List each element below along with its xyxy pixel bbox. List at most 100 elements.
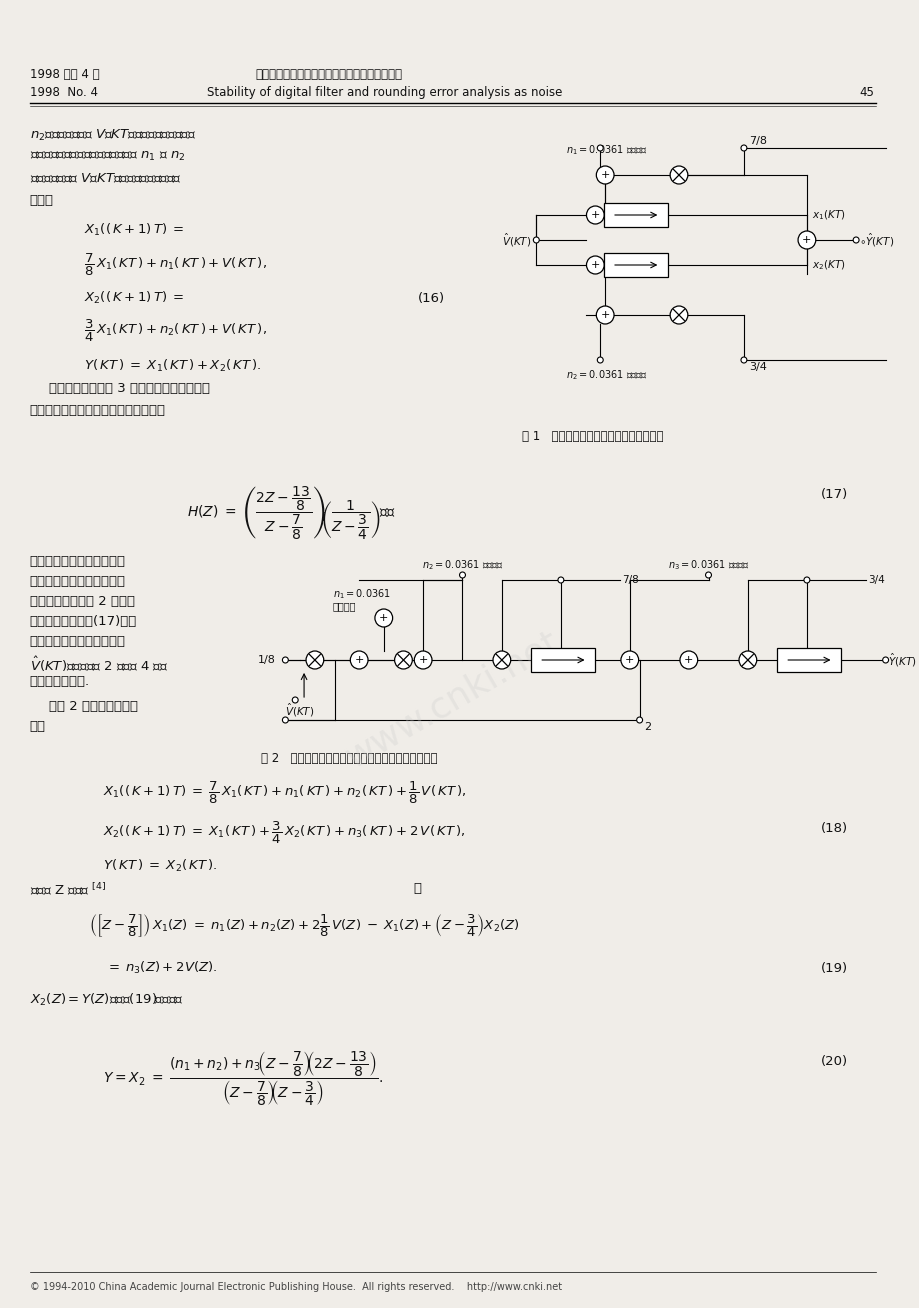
Text: $n_1 = 0.0361$ 均方根值: $n_1 = 0.0361$ 均方根值	[565, 143, 647, 157]
Text: $\dfrac{7}{8}\,X_1(\,KT\,) + n_1(\,KT\,) + V(\,KT\,),$: $\dfrac{7}{8}\,X_1(\,KT\,) + n_1(\,KT\,)…	[84, 252, 267, 279]
Text: 按图 2 可写出其差分方: 按图 2 可写出其差分方	[49, 700, 138, 713]
Text: $\dfrac{3}{4}\,X_1(\,KT\,) + n_2(\,KT\,) + V(\,KT\,),$: $\dfrac{3}{4}\,X_1(\,KT\,) + n_2(\,KT\,)…	[84, 318, 267, 344]
Text: 杜存纲等：数字滤波器的稳定性及舍入误差分析: 杜存纲等：数字滤波器的稳定性及舍入误差分析	[255, 68, 403, 81]
Text: $\hat{V}(KT)$: $\hat{V}(KT)$	[285, 702, 314, 719]
Text: $n_2 = 0.0361$ 均方根值: $n_2 = 0.0361$ 均方根值	[421, 559, 503, 572]
Circle shape	[705, 572, 710, 578]
Text: $Y(\,KT\,)\;=\;X_1(\,KT\,) + X_2(\,KT\,).$: $Y(\,KT\,)\;=\;X_1(\,KT\,) + X_2(\,KT\,)…	[84, 358, 261, 374]
Circle shape	[306, 651, 323, 668]
Text: $X_2(Z) = Y(Z)$时求解(19)式，可得: $X_2(Z) = Y(Z)$时求解(19)式，可得	[29, 991, 183, 1008]
Circle shape	[292, 697, 298, 702]
Circle shape	[738, 651, 756, 668]
Text: +: +	[600, 310, 609, 320]
Circle shape	[679, 651, 697, 668]
Text: (17): (17)	[820, 488, 847, 501]
Circle shape	[740, 357, 746, 364]
Text: 1998 年第 4 期: 1998 年第 4 期	[29, 68, 99, 81]
Text: 图 1   近似计算舍入误差影响的滤波器电路: 图 1 近似计算舍入误差影响的滤波器电路	[521, 430, 663, 443]
Circle shape	[797, 232, 815, 249]
Text: $X_2((\,K + 1)\,T)\;=$: $X_2((\,K + 1)\,T)\;=$	[84, 290, 184, 306]
Text: 假如使用系数只有 3 个小数比特的乘法器，: 假如使用系数只有 3 个小数比特的乘法器，	[49, 382, 210, 395]
Bar	[604, 203, 667, 228]
Circle shape	[881, 657, 888, 663]
Circle shape	[350, 651, 368, 668]
Circle shape	[740, 145, 746, 150]
Text: $Y(\,KT\,)\;=\;X_2(\,KT\,).$: $Y(\,KT\,)\;=\;X_2(\,KT\,).$	[103, 858, 218, 874]
Text: +: +	[600, 170, 609, 181]
Text: $n_2 = 0.0361$ 均方根值: $n_2 = 0.0361$ 均方根值	[565, 368, 647, 382]
Text: +: +	[624, 655, 634, 664]
Circle shape	[803, 577, 809, 583]
Text: +: +	[354, 655, 364, 664]
Text: (18): (18)	[821, 821, 847, 835]
Circle shape	[596, 145, 603, 150]
Text: +: +	[801, 235, 811, 245]
Text: 图 2   分别实现方程中的因数，然后级联实现所需乘积: 图 2 分别实现方程中的因数，然后级联实现所需乘积	[260, 752, 437, 765]
Text: 法器的电路结构.: 法器的电路结构.	[29, 675, 89, 688]
Text: 当脉冲传递函数为两个因数: 当脉冲传递函数为两个因数	[29, 555, 125, 568]
Bar	[777, 647, 841, 672]
Text: (19): (19)	[821, 961, 847, 974]
Text: $\hat{V}(KT)$乘法器，图 2 所示为 4 个乘: $\hat{V}(KT)$乘法器，图 2 所示为 4 个乘	[29, 655, 168, 674]
Text: $\left(\left[Z - \dfrac{7}{8}\right]\right)\,X_1(Z)\;=\;n_1(Z) + n_2(Z) + 2\dfra: $\left(\left[Z - \dfrac{7}{8}\right]\rig…	[88, 912, 518, 939]
Circle shape	[533, 237, 539, 243]
Text: $n_2$）被视作类似于 $V$（$KT$）的附加输入．这样，: $n_2$）被视作类似于 $V$（$KT$）的附加输入．这样，	[29, 128, 196, 143]
Circle shape	[557, 577, 563, 583]
Text: 的乘积时，可将其分别实现: 的乘积时，可将其分别实现	[29, 576, 125, 589]
Circle shape	[493, 651, 510, 668]
Circle shape	[620, 651, 638, 668]
Text: 1998  No. 4: 1998 No. 4	[29, 86, 97, 99]
Circle shape	[596, 306, 613, 324]
Text: 45: 45	[858, 86, 873, 99]
Circle shape	[852, 237, 858, 243]
Text: 3/4: 3/4	[867, 576, 884, 585]
Text: 关系．该系统允许有较多个: 关系．该系统允许有较多个	[29, 634, 125, 647]
Circle shape	[414, 651, 432, 668]
Text: $x_2(KT)$: $x_2(KT)$	[811, 258, 845, 272]
Text: 7/8: 7/8	[748, 136, 766, 146]
Text: © 1994-2010 China Academic Journal Electronic Publishing House.  All rights rese: © 1994-2010 China Academic Journal Elect…	[29, 1282, 561, 1292]
Text: 视作附加噪声源 $V$（$KT$）的方程即可．该差分: 视作附加噪声源 $V$（$KT$）的方程即可．该差分	[29, 171, 181, 186]
Text: 程为: 程为	[29, 719, 45, 732]
Text: +: +	[379, 613, 388, 623]
Text: +: +	[590, 260, 599, 269]
Text: 方程为: 方程为	[29, 194, 53, 207]
Circle shape	[375, 610, 392, 627]
Circle shape	[394, 651, 412, 668]
Text: $X_1((\,K + 1)\,T)\;=$: $X_1((\,K + 1)\,T)\;=$	[84, 222, 184, 238]
Circle shape	[596, 166, 613, 184]
Text: $X_2((\,K + 1)\,T)\;=\;X_1(\,KT\,) + \dfrac{3}{4}\,X_2(\,KT\,) + n_3(\,KT\,) + 2: $X_2((\,K + 1)\,T)\;=\;X_1(\,KT\,) + \df…	[103, 820, 465, 846]
Circle shape	[669, 306, 687, 324]
Circle shape	[585, 205, 604, 224]
Text: $n_1 = 0.0361$: $n_1 = 0.0361$	[333, 587, 391, 600]
Text: 7/8: 7/8	[621, 576, 638, 585]
Text: Stability of digital filter and rounding error analysis as noise: Stability of digital filter and rounding…	[207, 86, 562, 99]
Circle shape	[282, 657, 288, 663]
Text: 变换到 Z 域可得 ${}^{[4]}$: 变换到 Z 域可得 ${}^{[4]}$	[29, 882, 106, 899]
Text: 后再级联起来．图 2 所示的: 后再级联起来．图 2 所示的	[29, 595, 134, 608]
Text: 3/4: 3/4	[748, 362, 766, 371]
Text: $n_3 = 0.0361$ 均方根值: $n_3 = 0.0361$ 均方根值	[667, 559, 749, 572]
Circle shape	[636, 717, 641, 723]
Text: 数字滤波器可实现(17)式的: 数字滤波器可实现(17)式的	[29, 615, 137, 628]
Bar	[604, 252, 667, 277]
Bar	[531, 647, 595, 672]
Text: +: +	[418, 655, 427, 664]
Text: 分析噪声对输出的影响，只需求解将 $n_1$ 和 $n_2$: 分析噪声对输出的影响，只需求解将 $n_1$ 和 $n_2$	[29, 150, 185, 164]
Text: （: （	[413, 882, 421, 895]
Circle shape	[282, 717, 288, 723]
Text: (16): (16)	[418, 292, 445, 305]
Text: $\circ\hat{Y}(KT)$: $\circ\hat{Y}(KT)$	[858, 232, 893, 249]
Text: www.cnki.net: www.cnki.net	[339, 625, 565, 774]
Text: $\hat{Y}(KT)$: $\hat{Y}(KT)$	[887, 651, 915, 668]
Text: 则其脉冲传递函数可化为较简单的形式: 则其脉冲传递函数可化为较简单的形式	[29, 404, 165, 417]
Circle shape	[460, 572, 465, 578]
Text: $x_1(KT)$: $x_1(KT)$	[811, 208, 845, 222]
Circle shape	[585, 256, 604, 273]
Text: $X_1((\,K + 1)\,T)\;=\;\dfrac{7}{8}\,X_1(\,KT\,) + n_1(\,KT\,) + n_2(\,KT\,) + \: $X_1((\,K + 1)\,T)\;=\;\dfrac{7}{8}\,X_1…	[103, 780, 466, 806]
Text: +: +	[684, 655, 693, 664]
Text: $\hat{V}(KT)$: $\hat{V}(KT)$	[502, 232, 531, 249]
Text: (20): (20)	[821, 1056, 847, 1069]
Text: 2: 2	[644, 722, 651, 732]
Circle shape	[669, 166, 687, 184]
